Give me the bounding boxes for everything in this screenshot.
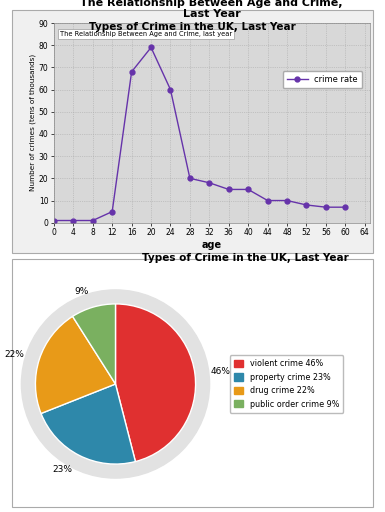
Text: 46%: 46% — [211, 368, 231, 376]
Legend: crime rate: crime rate — [283, 71, 362, 89]
Text: Types of Crime in the UK, Last Year: Types of Crime in the UK, Last Year — [89, 22, 296, 32]
Wedge shape — [41, 384, 136, 464]
Text: 23%: 23% — [52, 465, 72, 474]
Text: 9%: 9% — [74, 287, 89, 296]
X-axis label: age: age — [202, 240, 222, 250]
Circle shape — [22, 290, 209, 478]
Legend: violent crime 46%, property crime 23%, drug crime 22%, public order crime 9%: violent crime 46%, property crime 23%, d… — [229, 355, 343, 413]
Title: Types of Crime in the UK, Last Year: Types of Crime in the UK, Last Year — [142, 253, 349, 263]
Wedge shape — [35, 316, 116, 414]
Y-axis label: Number of crimes (tens of thousands): Number of crimes (tens of thousands) — [29, 54, 36, 191]
Wedge shape — [116, 304, 196, 461]
Wedge shape — [73, 304, 116, 384]
Title: The Relationship Between Age and Crime,
Last Year: The Relationship Between Age and Crime, … — [80, 0, 343, 19]
Text: The Relationship Between Age and Crime, last year: The Relationship Between Age and Crime, … — [60, 31, 232, 37]
Text: 22%: 22% — [4, 350, 24, 359]
